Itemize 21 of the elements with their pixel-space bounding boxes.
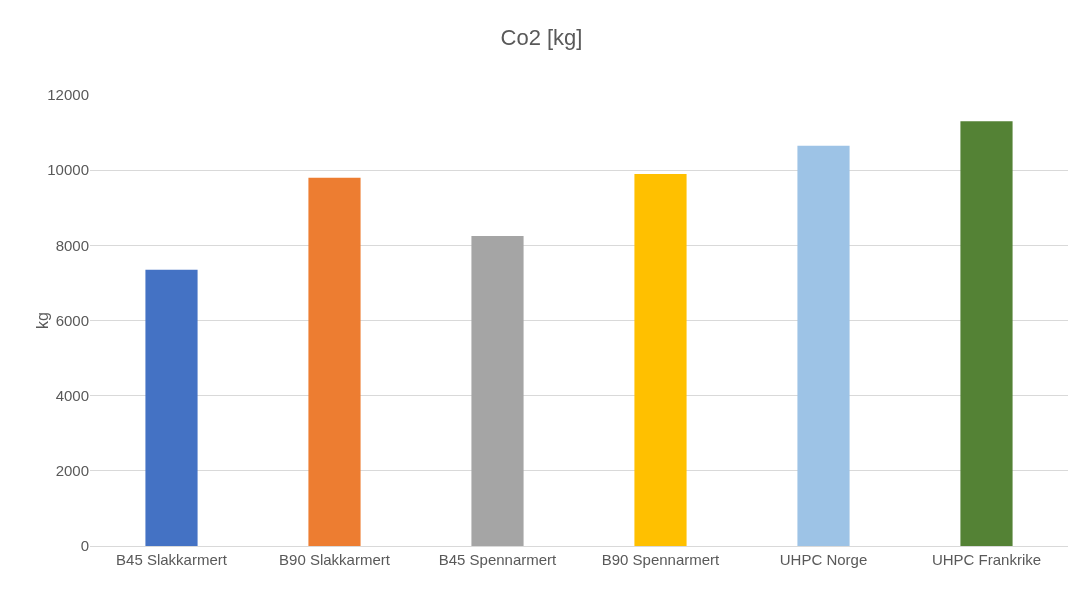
y-tick-label: 2000 xyxy=(55,462,89,480)
bar xyxy=(308,177,361,546)
bar xyxy=(797,145,850,546)
x-tick-label: B90 Slakkarmert xyxy=(279,551,391,568)
bar xyxy=(145,269,198,546)
y-tick-label: 12000 xyxy=(47,86,89,104)
bar xyxy=(960,121,1013,546)
y-tick-label: 6000 xyxy=(55,311,89,329)
y-tick-label: 0 xyxy=(80,537,89,555)
y-tick-label: 8000 xyxy=(55,236,89,254)
bar xyxy=(471,235,524,546)
y-axis-title: kg xyxy=(34,312,51,329)
y-tick-label: 10000 xyxy=(47,161,89,179)
x-tick-label: UHPC Norge xyxy=(779,551,868,568)
x-tick-label: B45 Spennarmert xyxy=(438,551,558,568)
chart-title: Co2 [kg] xyxy=(500,24,583,50)
y-tick-label: 4000 xyxy=(55,386,89,404)
bar xyxy=(634,173,687,546)
x-tick-label: B45 Slakkarmert xyxy=(116,551,228,568)
x-tick-label: UHPC Frankrike xyxy=(931,551,1042,568)
x-tick-label: B90 Spennarmert xyxy=(601,551,721,568)
